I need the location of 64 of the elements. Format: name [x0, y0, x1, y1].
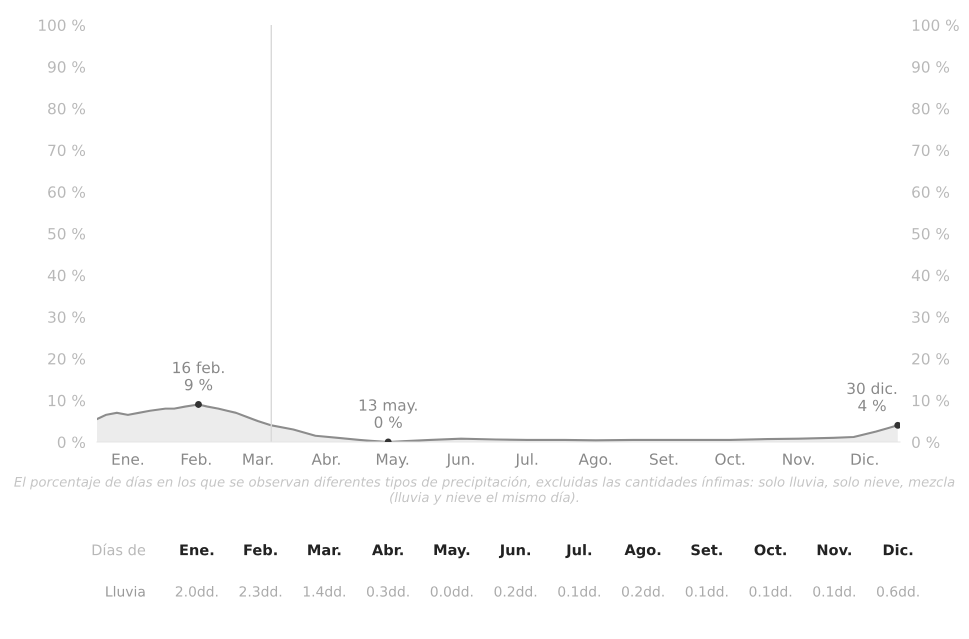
category-label: Feb. — [244, 544, 277, 556]
x-tick-label: Nov. — [783, 454, 814, 465]
category-label: Ago. — [624, 544, 660, 558]
data-label: 0.1dd. — [749, 586, 792, 597]
data-label: 2.0dd. — [176, 586, 218, 597]
data-label: 0.0dd. — [430, 586, 472, 597]
y2-tick-label: 0 % — [912, 436, 940, 448]
data-label: 0.1dd. — [813, 586, 855, 597]
y-tick-label: 0 % — [58, 436, 86, 448]
x-tick-label: Set. — [650, 453, 678, 465]
y-tick-label: 30 % — [48, 311, 86, 323]
y2-tick-label: 60 % — [912, 186, 950, 198]
y-tick-label: 70 % — [48, 144, 86, 156]
category-label: Dic. — [884, 544, 912, 556]
data-label: 0.2dd. — [622, 586, 664, 597]
x-tick-label: May. — [376, 454, 408, 468]
y2-tick-label: 50 % — [912, 228, 950, 240]
y-tick-label: 80 % — [48, 102, 86, 114]
y2-tick-label: 70 % — [912, 144, 950, 156]
x-tick-label: Dic. — [852, 453, 878, 465]
y-tick-label: 60 % — [48, 186, 86, 198]
y-tick-label: 90 % — [48, 61, 86, 73]
category-label: Set. — [691, 544, 722, 556]
y2-tick-label: 80 % — [912, 102, 950, 114]
x-tick-label: Feb. — [182, 453, 211, 465]
y-tick-label: 50 % — [48, 228, 86, 240]
category-label: Oct. — [754, 544, 786, 556]
annotation: 16 feb. 9 % — [173, 361, 224, 390]
y2-tick-label: 100 % — [912, 19, 959, 32]
data-label: 0.3dd. — [366, 586, 409, 597]
x-tick-label: Oct. — [715, 453, 744, 465]
category-label: Nov. — [818, 544, 851, 556]
data-label: 2.3dd. — [240, 586, 282, 597]
y2-tick-label: 40 % — [912, 270, 950, 282]
category-label: May. — [434, 544, 470, 558]
annotation: 30 dic. 4 % — [847, 382, 896, 412]
x-tick-label: Jun. — [446, 454, 474, 468]
data-label: 1.4dd. — [304, 586, 345, 597]
category-label: Ene. — [180, 544, 214, 556]
category-label: Jul. — [565, 544, 592, 558]
data-label: 0.6dd. — [876, 586, 919, 597]
y-tick-label: 10 % — [48, 394, 86, 406]
data-label: 0.1dd. — [686, 586, 728, 597]
y2-tick-label: 10 % — [912, 394, 950, 406]
text: Días de — [92, 543, 146, 556]
y2-tick-label: 90 % — [912, 61, 950, 73]
category-label: Jun. — [498, 544, 530, 558]
text: Lluvia — [106, 586, 145, 597]
x-tick-label: Mar. — [243, 454, 273, 465]
y2-tick-label: 20 % — [912, 353, 950, 365]
y-tick-label: 20 % — [48, 353, 86, 365]
annotation: 13 may. 0 % — [360, 399, 417, 428]
x-tick-label: Ago. — [578, 454, 611, 468]
y2-tick-label: 30 % — [912, 311, 950, 323]
category-label: Mar. — [308, 544, 340, 556]
text: El porcentaje de días en los que se observan diferentes tipos de precipitación, excluidas las cantidades ínfimas: solo lluvia, solo nieve, mezcla (lluvia y nieve el mismo día). — [14, 476, 954, 505]
x-tick-label: Ene. — [112, 454, 144, 465]
x-tick-label: Abr. — [312, 453, 340, 465]
y-tick-label: 40 % — [48, 270, 86, 282]
data-label: 0.2dd. — [494, 586, 536, 597]
data-label: 0.1dd. — [558, 586, 600, 597]
x-tick-label: Jul. — [514, 453, 538, 468]
category-label: Abr. — [372, 544, 403, 556]
y-tick-label: 100 % — [39, 19, 86, 32]
